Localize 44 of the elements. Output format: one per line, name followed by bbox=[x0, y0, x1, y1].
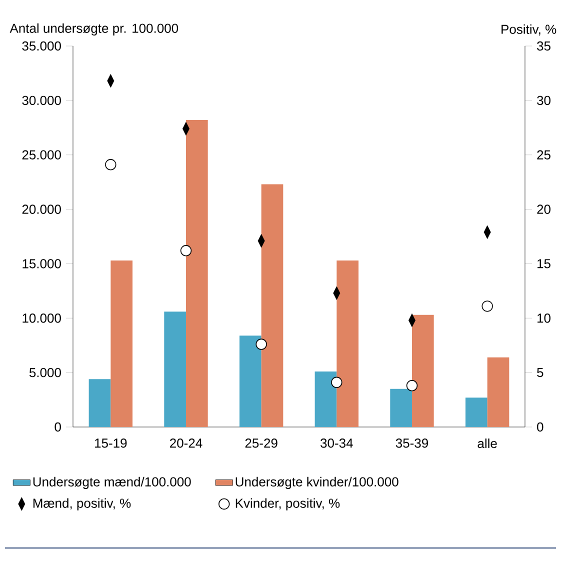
y2-axis-title: Positiv, % bbox=[502, 24, 556, 36]
bar bbox=[261, 184, 284, 427]
y-axis-title: Antal undersøgte pr. 100.000 bbox=[10, 23, 178, 36]
bar bbox=[314, 371, 337, 427]
legend-label: Undersøgte mænd/100.000 bbox=[33, 476, 191, 490]
bar bbox=[88, 379, 111, 427]
bar bbox=[239, 336, 262, 427]
x-tick-label: 15-19 bbox=[95, 438, 127, 448]
y2-tick-label: 35 bbox=[537, 41, 550, 51]
y-tick-label: 35.000 bbox=[22, 41, 61, 51]
bar bbox=[487, 357, 510, 427]
y-tick-label: 5.000 bbox=[29, 368, 61, 378]
point bbox=[406, 380, 418, 392]
y2-tick-label: 25 bbox=[537, 150, 550, 160]
legend-label: Kvinder, positiv, % bbox=[236, 498, 340, 510]
y2-tick-label: 5 bbox=[537, 368, 544, 378]
x-tick-label: 30-34 bbox=[320, 438, 353, 448]
y-tick-label: 0 bbox=[54, 422, 61, 432]
y-tick-label: 20.000 bbox=[22, 204, 61, 214]
legend-label: Mænd, positiv, % bbox=[33, 498, 131, 510]
point bbox=[180, 245, 192, 256]
y-tick-label: 15.000 bbox=[22, 259, 61, 268]
x-tick-label: 35-39 bbox=[396, 438, 428, 448]
bar bbox=[390, 388, 412, 427]
y-tick-label: 25.000 bbox=[22, 150, 61, 160]
y2-tick-label: 15 bbox=[538, 259, 550, 268]
y2-tick-label: 0 bbox=[537, 422, 544, 432]
y2-tick-label: 10 bbox=[538, 314, 550, 323]
x-tick-label: alle bbox=[478, 438, 497, 448]
bar bbox=[164, 312, 186, 427]
bar bbox=[186, 120, 208, 427]
bar bbox=[412, 314, 434, 427]
y-tick-label: 10.000 bbox=[22, 314, 61, 323]
legend-label: Undersøgte kvinder/100.000 bbox=[236, 476, 398, 490]
bar bbox=[465, 398, 488, 427]
y2-tick-label: 30 bbox=[537, 96, 550, 106]
bar bbox=[110, 260, 133, 427]
y-tick-label: 30.000 bbox=[22, 96, 61, 106]
x-tick-label: 25-29 bbox=[245, 438, 278, 448]
x-tick-label: 20-24 bbox=[170, 438, 202, 448]
point bbox=[256, 338, 267, 350]
y2-tick-label: 20 bbox=[537, 204, 550, 214]
bar bbox=[336, 260, 359, 427]
point bbox=[331, 376, 342, 388]
